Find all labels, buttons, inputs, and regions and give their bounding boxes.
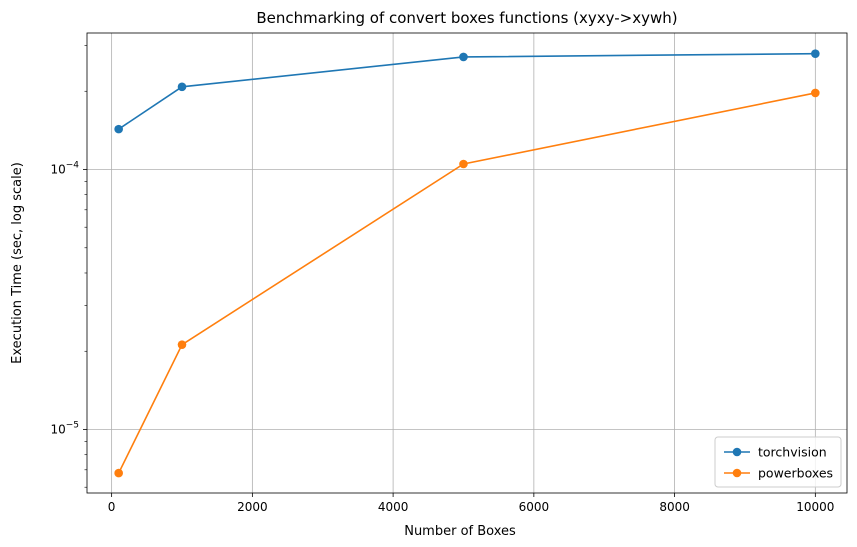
y-axis: 10−4 10−5 bbox=[50, 45, 87, 488]
data-point-torchvision bbox=[177, 82, 187, 92]
data-point-torchvision bbox=[459, 52, 468, 62]
legend-label-powerboxes: powerboxes bbox=[758, 466, 833, 481]
x-tick-label: 0 bbox=[108, 500, 116, 514]
x-tick-label: 10000 bbox=[796, 500, 834, 514]
series-line-torchvision bbox=[118, 52, 816, 130]
x-tick-label: 8000 bbox=[659, 500, 690, 514]
legend-box bbox=[714, 436, 842, 488]
grid bbox=[87, 33, 847, 493]
legend-marker-powerboxes bbox=[732, 468, 742, 478]
data-point-torchvision bbox=[811, 49, 820, 58]
data-point-torchvision bbox=[114, 124, 123, 134]
x-tick-label: 6000 bbox=[519, 500, 550, 514]
data-point-powerboxes bbox=[459, 159, 468, 169]
chart-title: Benchmarking of convert boxes functions … bbox=[256, 9, 677, 27]
plot-background bbox=[87, 33, 847, 493]
x-axis-label: Number of Boxes bbox=[404, 524, 516, 539]
data-point-powerboxes bbox=[811, 88, 820, 98]
legend-label-torchvision: torchvision bbox=[758, 445, 827, 460]
y-tick-label: 10−4 bbox=[50, 161, 79, 177]
series-layer bbox=[114, 49, 820, 478]
y-axis-label: Execution Time (sec, log scale) bbox=[10, 162, 25, 364]
y-tick-label: 10−5 bbox=[50, 421, 79, 437]
series-line-powerboxes bbox=[117, 92, 816, 474]
plot-frame bbox=[86, 32, 848, 494]
legend: torchvision powerboxes bbox=[714, 436, 842, 488]
data-point-powerboxes bbox=[177, 340, 187, 349]
x-tick-label: 2000 bbox=[237, 500, 268, 514]
x-tick-label: 4000 bbox=[378, 500, 409, 514]
x-axis: 0 2000 4000 6000 8000 10000 bbox=[108, 493, 834, 514]
data-point-powerboxes bbox=[114, 468, 123, 478]
legend-marker-torchvision bbox=[732, 447, 742, 457]
